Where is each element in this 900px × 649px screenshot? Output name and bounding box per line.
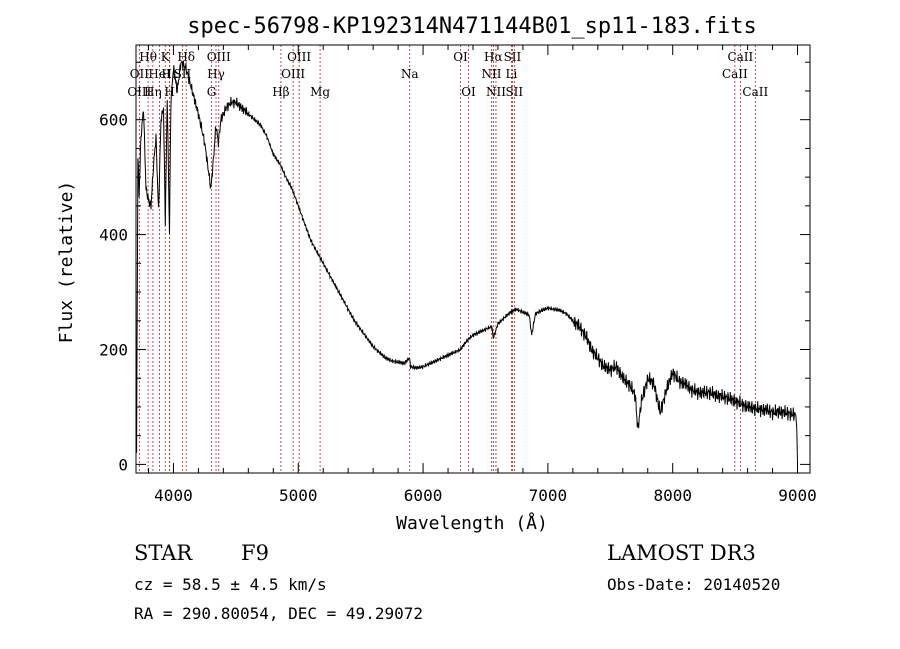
spectrum-line [136,60,798,465]
x-axis-ticks: 4000 5000 6000 7000 8000 9000 [147,45,817,505]
spectral-line-label: Na [401,67,419,81]
y-tick-label: 0 [118,455,128,474]
spectral-line-label: Hα [484,50,503,64]
spectral-line-label: Mg [310,85,330,99]
object-class: STAR [134,541,193,565]
spectral-line-label: Hη [144,85,162,99]
y-axis-ticks: 0 200 400 600 [99,61,810,474]
coordinates-info: RA = 290.80054, DEC = 49.29072 [134,604,423,623]
object-subclass: F9 [241,541,269,565]
spectral-line-label: SII [504,50,522,64]
spectral-line-label: SII [174,67,192,81]
y-axis-label: Flux (relative) [56,181,77,344]
chart-title: spec-56798-KP192314N471144B01_sp11-183.f… [187,14,757,39]
spectral-line-label: NII [481,67,501,81]
spectral-line-label: OII [130,67,150,81]
y-tick-label: 200 [99,340,128,359]
redshift-info: cz = 58.5 ± 4.5 km/s [134,575,327,594]
spectral-line-label: OIII [127,85,151,99]
x-tick-label: 9000 [778,486,817,505]
spectral-line-label: OI [453,50,468,64]
x-tick-label: 7000 [529,486,568,505]
spectral-line-markers [138,45,756,473]
spectral-line-label: Li [506,67,518,81]
plot-frame [135,44,811,474]
x-tick-label: 8000 [653,486,692,505]
spectral-line-label: SII [505,85,523,99]
x-tick-label: 6000 [404,486,443,505]
y-tick-label: 600 [99,111,128,130]
x-axis-label: Wavelength (Å) [396,512,548,534]
spectral-line-label: NII [486,85,506,99]
survey-name: LAMOST DR3 [607,541,756,565]
x-tick-label: 5000 [279,486,318,505]
spectral-line-label: Hθ [139,50,157,64]
spectral-line-label: Hβ [272,85,289,99]
spectral-line-label: G [207,85,217,99]
spectral-line-label: CaII [722,67,748,81]
spectral-line-label: Hδ [177,50,195,64]
spectral-line-label: CaII [727,50,753,64]
spectral-line-label: OIII [287,50,311,64]
spectral-line-label: OI [461,85,476,99]
spectral-line-label: K [161,50,171,64]
spectral-line-label: H [164,85,174,99]
spectral-line-label: HeI [148,67,171,81]
spectral-line-label: Hγ [207,67,225,81]
spectral-line-label: OIII [207,50,231,64]
x-tick-label: 4000 [154,486,193,505]
y-tick-label: 400 [99,226,128,245]
spectral-line-label: OIII [281,67,305,81]
spectral-line-label: CaII [742,85,768,99]
observation-date: Obs-Date: 20140520 [607,575,780,594]
